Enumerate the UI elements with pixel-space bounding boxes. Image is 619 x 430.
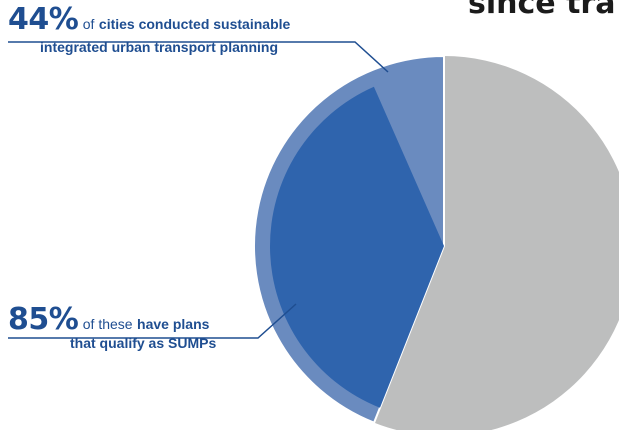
sumps-percentage: 85% — [8, 302, 79, 337]
planning-text-line1: cities conducted sustainable — [98, 16, 291, 32]
annotation-sumps: 85% of these have plans that qualify as … — [8, 302, 216, 351]
sumps-of: of these — [82, 316, 133, 332]
sumps-text-line2: that qualify as SUMPs — [70, 335, 217, 351]
planning-of: of — [82, 16, 95, 32]
slice-sumps — [270, 86, 444, 408]
title-fragment: since tra — [468, 0, 616, 21]
planning-text-line2: integrated urban transport planning — [40, 39, 279, 55]
planning-percentage: 44% — [8, 2, 79, 37]
annotation-planning: 44% of cities conducted sustainable inte… — [8, 2, 291, 55]
sumps-text-line1: have plans — [137, 316, 210, 332]
leader-line-sumps — [8, 303, 297, 339]
leader-line-planning — [8, 41, 389, 73]
slice-other-cities — [374, 56, 619, 430]
